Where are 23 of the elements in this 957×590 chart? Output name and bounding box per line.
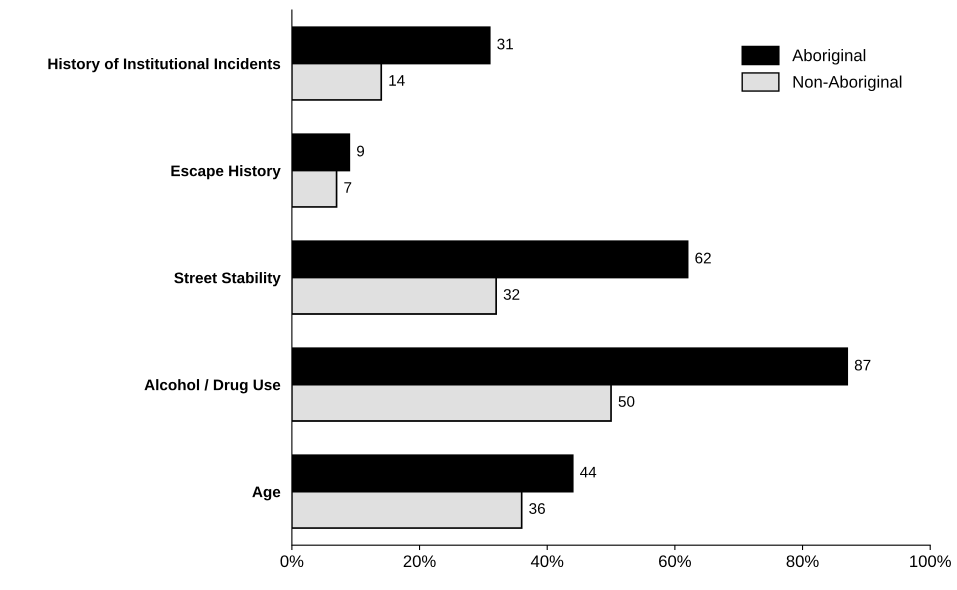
y-tick-label: Age	[252, 486, 280, 500]
x-tick-label: 80%	[786, 555, 819, 568]
data-label: 62	[695, 252, 711, 264]
x-tick-label: 60%	[659, 555, 691, 568]
data-label: 7	[344, 182, 352, 193]
y-tick-label: Escape History	[171, 165, 281, 180]
data-label: 36	[529, 503, 545, 514]
x-tick-label: 40%	[530, 555, 564, 568]
y-tick-label: History of Institutional Incidents	[48, 58, 280, 72]
data-label: 44	[580, 466, 596, 478]
data-label: 32	[504, 289, 520, 300]
x-tick-label: 0%	[280, 555, 304, 568]
y-tick-label: Street Stability	[174, 272, 281, 286]
data-label: 9	[356, 146, 364, 156]
data-label: 14	[389, 75, 405, 86]
data-label: 31	[497, 38, 513, 50]
x-tick-label: 20%	[404, 555, 436, 568]
y-tick-label: Alcohol / Drug Use	[144, 379, 280, 394]
data-label: 87	[854, 360, 870, 371]
x-tick-label: 100%	[910, 555, 951, 568]
legend-label: Aboriginal	[792, 49, 866, 65]
legend-label: Non-Aboriginal	[794, 76, 902, 92]
data-label: 50	[618, 396, 634, 407]
